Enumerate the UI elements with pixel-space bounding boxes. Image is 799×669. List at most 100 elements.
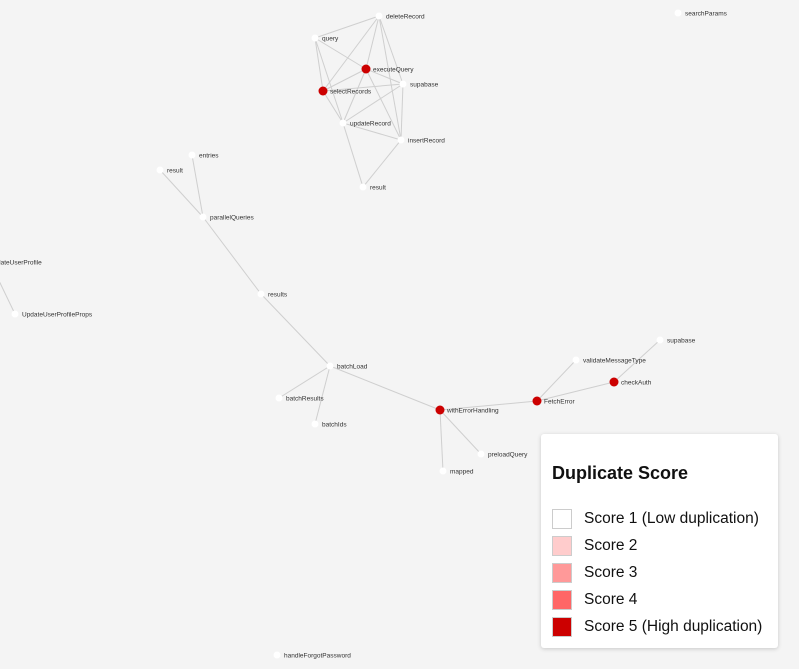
graph-node-selectRecords[interactable]: selectRecords (318, 86, 372, 96)
node-label: results (268, 292, 288, 299)
node-dot[interactable] (339, 119, 347, 127)
edge-validateUserProfile-UpdateUserProfileProps (0, 281, 16, 315)
edge-withErrorHandling-preloadQuery (439, 409, 482, 455)
node-label: selectRecords (330, 89, 372, 96)
node-label: withErrorHandling (446, 408, 499, 415)
node-dot[interactable] (361, 64, 371, 74)
graph-node-validateMessageType[interactable]: validateMessageType (572, 356, 647, 365)
edge-deleteRecord-insertRecord (378, 15, 402, 141)
edge-checkAuth-supabase2 (613, 339, 661, 383)
node-dot[interactable] (199, 213, 207, 221)
node-dot[interactable] (609, 377, 619, 387)
edge-result2-parallelQueries (159, 169, 204, 218)
graph-node-supabase1[interactable]: supabase (399, 80, 439, 89)
edge-supabase1-insertRecord (400, 83, 404, 141)
graph-node-handleForgotPassword[interactable]: handleForgotPassword (273, 651, 352, 660)
graph-node-validateUserProfile[interactable]: dateUserProfile (0, 259, 42, 267)
edge-executeQuery-selectRecords (322, 68, 367, 92)
legend-swatch-score-5 (552, 616, 572, 637)
node-dot[interactable] (257, 290, 265, 298)
graph-node-results[interactable]: results (257, 290, 288, 299)
graph-node-deleteRecord[interactable]: deleteRecord (375, 12, 426, 21)
graph-node-executeQuery[interactable]: executeQuery (361, 64, 415, 74)
edge-withErrorHandling-mapped (439, 409, 444, 472)
node-dot[interactable] (532, 396, 542, 406)
node-dot[interactable] (656, 336, 664, 344)
node-dot[interactable] (188, 151, 196, 159)
graph-node-query[interactable]: query (311, 34, 340, 43)
legend-label-score-1: Score 1 (Low duplication) (584, 509, 759, 527)
node-dot[interactable] (275, 394, 283, 402)
edge-selectRecords-updateRecord (322, 90, 344, 124)
graph-node-FetchError[interactable]: FetchError (532, 396, 576, 406)
node-dot[interactable] (477, 450, 485, 458)
node-dot[interactable] (311, 420, 319, 428)
node-label: batchIds (322, 422, 347, 429)
graph-node-mapped[interactable]: mapped (439, 467, 474, 476)
edge-insertRecord-result1 (362, 139, 402, 188)
graph-node-batchIds[interactable]: batchIds (311, 420, 348, 429)
node-label: insertRecord (408, 138, 445, 145)
graph-node-checkAuth[interactable]: checkAuth (609, 377, 652, 387)
node-label: supabase (410, 82, 439, 89)
node-label: supabase (667, 338, 696, 345)
edge-supabase1-updateRecord (342, 83, 404, 124)
graph-node-parallelQueries[interactable]: parallelQueries (199, 213, 255, 222)
node-dot[interactable] (359, 183, 367, 191)
node-label: result (370, 185, 386, 192)
node-dot[interactable] (311, 34, 319, 42)
node-label: deleteRecord (386, 14, 425, 21)
edge-query-deleteRecord (314, 15, 380, 39)
node-dot[interactable] (156, 166, 164, 174)
node-label: mapped (450, 469, 474, 476)
edge-results-batchLoad (260, 293, 331, 367)
node-dot[interactable] (375, 12, 383, 20)
node-dot[interactable] (435, 405, 445, 415)
legend-item-score-1: Score 1 (Low duplication) (552, 505, 768, 532)
node-label: searchParams (685, 11, 728, 18)
graph-node-preloadQuery[interactable]: preloadQuery (477, 450, 529, 459)
node-dot[interactable] (399, 80, 407, 88)
edge-FetchError-checkAuth (536, 381, 615, 402)
graph-node-insertRecord[interactable]: insertRecord (397, 136, 446, 145)
legend-panel: Duplicate Score Score 1 (Low duplication… (541, 434, 778, 648)
node-dot[interactable] (439, 467, 447, 475)
graph-node-supabase2[interactable]: supabase (656, 336, 696, 345)
node-dot[interactable] (572, 356, 580, 364)
graph-node-batchResults[interactable]: batchResults (275, 394, 325, 403)
node-dot[interactable] (674, 9, 682, 17)
node-label: parallelQueries (210, 215, 254, 222)
node-label: result (167, 168, 183, 175)
graph-node-UpdateUserProfileProps[interactable]: UpdateUserProfileProps (11, 310, 93, 319)
graph-node-result2[interactable]: result (156, 166, 184, 175)
edge-batchLoad-batchIds (314, 365, 331, 425)
node-label: UpdateUserProfileProps (22, 312, 93, 319)
graph-node-searchParams[interactable]: searchParams (674, 9, 728, 18)
node-dot[interactable] (397, 136, 405, 144)
legend-label-score-2: Score 2 (584, 536, 638, 554)
graph-node-withErrorHandling[interactable]: withErrorHandling (435, 405, 500, 415)
legend-item-score-5: Score 5 (High duplication) (552, 613, 768, 640)
nodes-layer: deleteRecord query executeQuery selectRecor… (0, 9, 728, 660)
node-label: updateRecord (350, 121, 391, 128)
legend-swatch-score-2 (552, 535, 572, 556)
legend-label-score-4: Score 4 (584, 590, 638, 608)
edge-executeQuery-updateRecord (342, 68, 367, 124)
graph-node-result1[interactable]: result (359, 183, 387, 192)
node-dot[interactable] (326, 362, 334, 370)
edge-batchLoad-withErrorHandling (329, 365, 441, 411)
graph-node-updateRecord[interactable]: updateRecord (339, 119, 392, 128)
node-dot[interactable] (318, 86, 328, 96)
node-dot[interactable] (11, 310, 19, 318)
graph-node-entries[interactable]: entries (188, 151, 220, 160)
edge-query-executeQuery (314, 37, 367, 70)
node-label: FetchError (544, 399, 576, 406)
node-label: entries (199, 153, 219, 160)
edge-FetchError-validateMessageType (536, 359, 577, 402)
edge-batchLoad-batchResults (278, 365, 331, 399)
node-dot[interactable] (273, 651, 281, 659)
graph-node-batchLoad[interactable]: batchLoad (326, 362, 368, 371)
edge-deleteRecord-executeQuery (365, 15, 380, 70)
edge-parallelQueries-results (202, 216, 262, 295)
